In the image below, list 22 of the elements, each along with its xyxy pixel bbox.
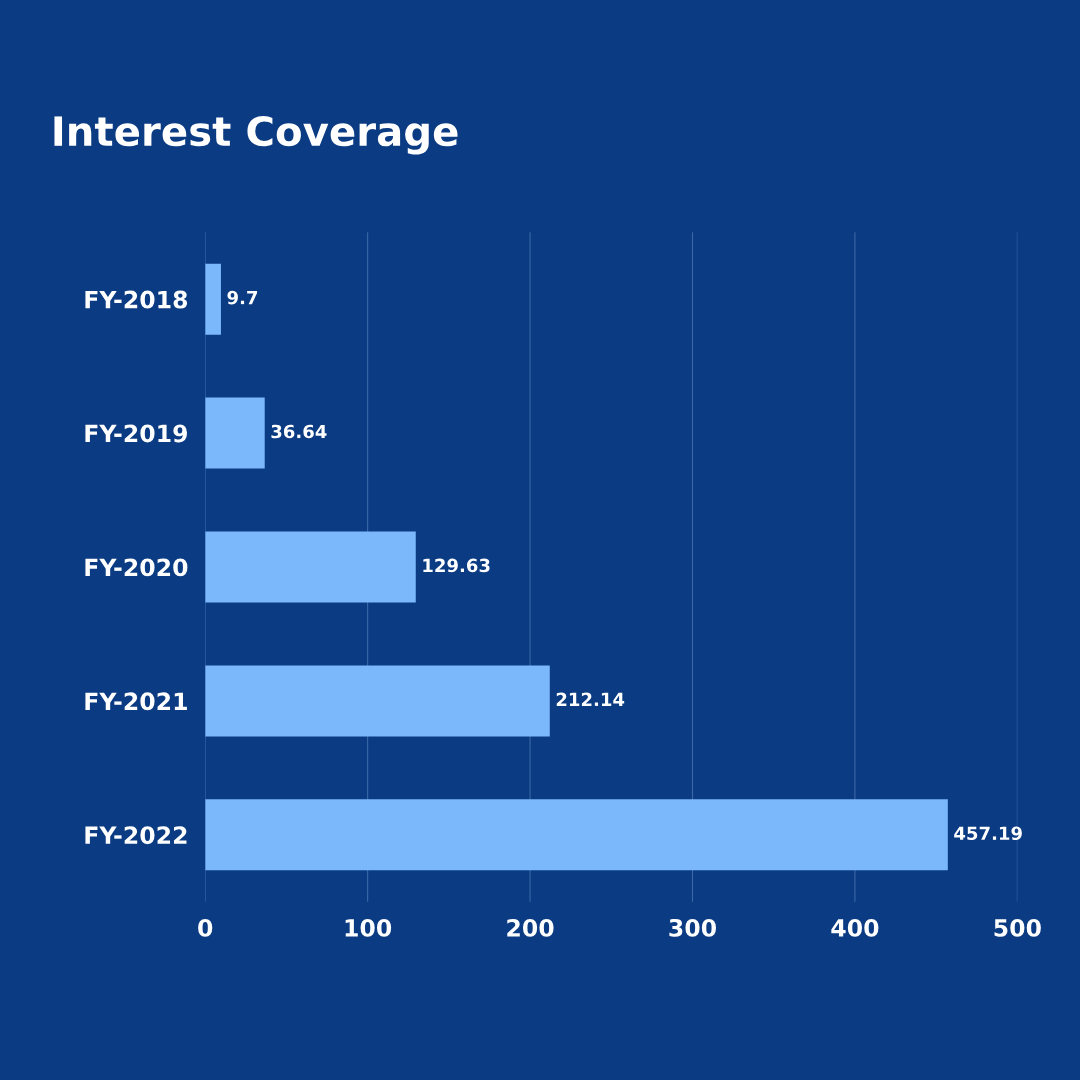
bar — [205, 263, 221, 335]
data-label: 129.63 — [423, 558, 490, 573]
chart-title: Interest Coverage — [54, 115, 458, 155]
bar — [205, 397, 265, 469]
bar — [205, 665, 550, 737]
x-tick-label: 100 — [345, 918, 392, 937]
y-tick-label: FY-2022 — [85, 826, 187, 845]
x-tick-label: 300 — [669, 918, 717, 937]
data-label: 36.64 — [271, 424, 327, 439]
data-label: 457.19 — [954, 826, 1022, 841]
x-tick-label: 200 — [507, 918, 554, 937]
y-tick-label: FY-2021 — [85, 692, 187, 711]
y-tick-label: FY-2020 — [85, 558, 188, 577]
bar — [205, 531, 416, 603]
y-tick-label: FY-2019 — [85, 424, 188, 443]
bar — [205, 799, 948, 871]
data-label: 212.14 — [556, 692, 625, 706]
x-tick-label: 500 — [994, 918, 1041, 937]
x-tick-label: 0 — [198, 918, 213, 937]
data-label: 9.7 — [227, 290, 258, 305]
x-tick-label: 400 — [831, 918, 879, 937]
y-tick-label: FY-2018 — [85, 290, 188, 309]
